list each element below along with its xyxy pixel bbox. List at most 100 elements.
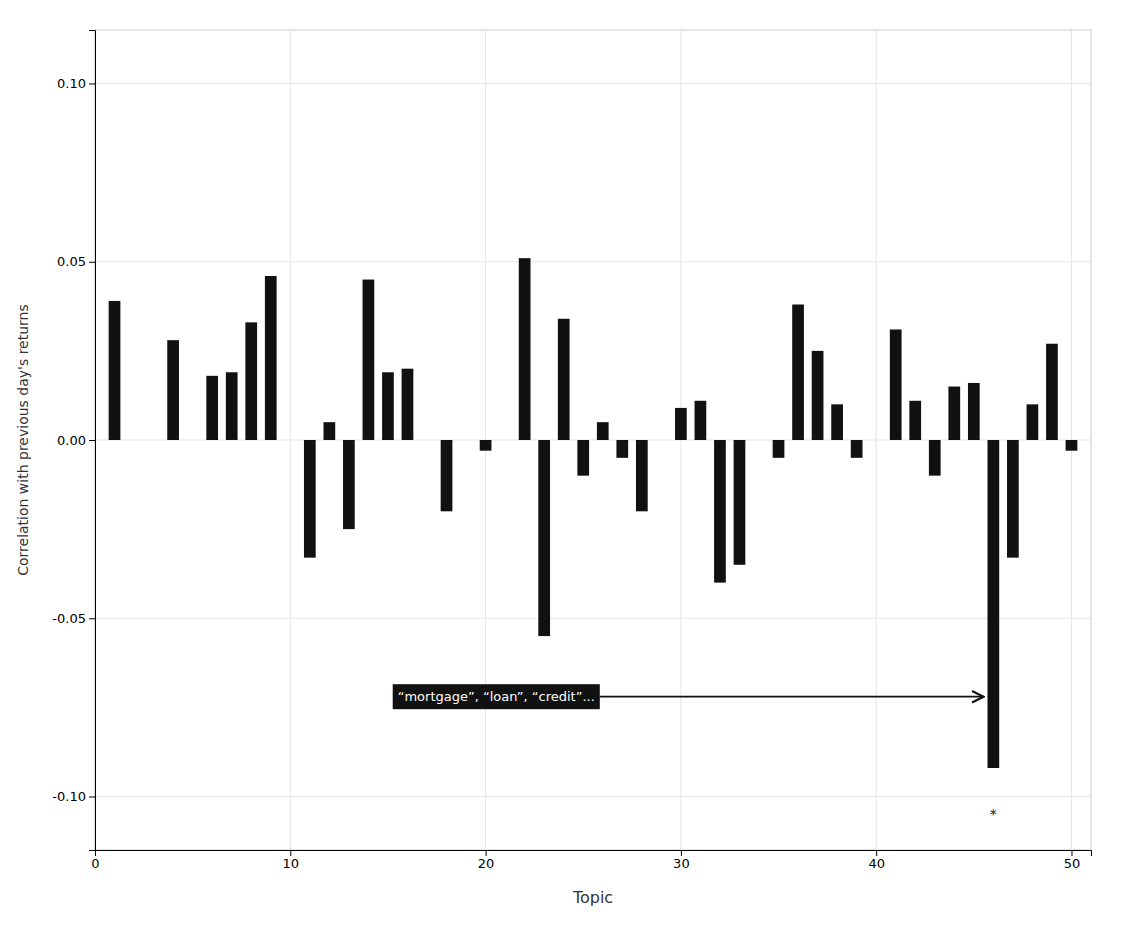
annotation-arrow — [600, 696, 984, 698]
bar — [421, 440, 433, 441]
tick-label: 50 — [1064, 856, 1081, 871]
grid-line — [95, 83, 1091, 84]
tick-label: 0.05 — [57, 254, 86, 269]
bar — [304, 440, 316, 558]
tick-label: 20 — [478, 856, 495, 871]
bar — [343, 440, 355, 529]
bar — [148, 440, 160, 441]
tick-label: 30 — [673, 856, 690, 871]
y-axis-title: Correlation with previous day's returns — [15, 304, 31, 576]
tick: 0 — [91, 850, 99, 871]
plot-frame — [95, 30, 1091, 850]
bar — [968, 383, 980, 440]
bar — [890, 329, 902, 440]
y-axis: -0.10 -0.05 0.00 0.05 0.10 — [52, 31, 95, 851]
bar — [109, 301, 121, 440]
annotations: “mortgage”, “loan”, “credit”... * — [393, 684, 997, 822]
grid-line — [95, 440, 1091, 441]
bar — [265, 276, 277, 440]
tick: 50 — [1064, 850, 1081, 871]
tick-label: 0 — [91, 856, 99, 871]
tick-mark — [681, 850, 682, 856]
bar — [675, 408, 687, 440]
tick: 30 — [673, 850, 690, 871]
tick-mark — [290, 850, 291, 856]
x-axis: 0 10 20 30 40 50 — [91, 850, 1091, 871]
tick-mark — [89, 83, 95, 84]
tick-label: 0.00 — [57, 433, 86, 448]
bar — [831, 404, 843, 440]
bar — [284, 440, 296, 441]
bar — [480, 440, 492, 451]
tick: 20 — [478, 850, 495, 871]
tick-mark — [876, 850, 877, 856]
bar — [636, 440, 648, 511]
bar — [167, 340, 179, 440]
tick: -0.05 — [52, 611, 95, 626]
bar — [812, 351, 824, 440]
bar — [616, 440, 628, 458]
bar — [245, 322, 257, 440]
grid-line — [95, 618, 1091, 619]
tick-label: 40 — [868, 856, 885, 871]
tick-mark — [89, 440, 95, 441]
tick: 0.10 — [57, 76, 95, 91]
bar — [1046, 344, 1058, 440]
bar — [929, 440, 941, 476]
tick: 10 — [283, 850, 300, 871]
axis-line — [96, 851, 1092, 857]
bar — [792, 305, 804, 440]
annotation-text: “mortgage”, “loan”, “credit”... — [398, 689, 595, 704]
grid-line — [95, 796, 1091, 797]
bar — [714, 440, 726, 583]
bar — [323, 422, 335, 440]
bar — [695, 401, 707, 440]
tick: 0.00 — [57, 433, 95, 448]
tick-mark — [486, 850, 487, 856]
bar — [460, 440, 472, 441]
bar — [655, 440, 667, 441]
bar — [773, 440, 785, 458]
plot: 0 10 20 30 40 50 -0.10 -0.05 0.00 0.05 0.10 “mortga… — [52, 30, 1091, 871]
bar — [577, 440, 589, 476]
bar — [870, 440, 882, 441]
bar — [441, 440, 453, 511]
bar — [734, 440, 746, 565]
bar — [128, 440, 140, 441]
bar — [1066, 440, 1078, 451]
tick-label: -0.10 — [52, 789, 86, 804]
bar — [226, 372, 238, 440]
grid-line — [95, 261, 1091, 262]
bar — [1007, 440, 1019, 558]
tick-label: 0.10 — [57, 76, 86, 91]
bar — [519, 258, 531, 440]
tick-mark — [89, 262, 95, 263]
bar — [948, 387, 960, 440]
bar — [851, 440, 863, 458]
bar — [1027, 404, 1039, 440]
annotation-box — [393, 684, 600, 709]
bar — [402, 369, 414, 440]
bars — [109, 258, 1078, 768]
tick-label: 10 — [283, 856, 300, 871]
bar — [382, 372, 394, 440]
bar — [558, 319, 570, 440]
annotation: “mortgage”, “loan”, “credit”... — [393, 684, 984, 709]
annotation-text: * — [990, 806, 997, 822]
tick-label: -0.05 — [52, 611, 86, 626]
bar — [597, 422, 609, 440]
x-axis-title: Topic — [572, 888, 613, 907]
bar — [499, 440, 511, 441]
bar — [753, 440, 765, 441]
tick-mark — [89, 618, 95, 619]
bar — [538, 440, 550, 636]
grid — [95, 30, 1091, 850]
bar — [987, 440, 999, 768]
tick: 40 — [868, 850, 885, 871]
chart: 0 10 20 30 40 50 -0.10 -0.05 0.00 0.05 0.10 “mortga… — [0, 0, 1121, 925]
tick: 0.05 — [57, 254, 95, 269]
bar — [206, 376, 218, 440]
tick-mark — [1071, 850, 1072, 856]
tick: -0.10 — [52, 789, 95, 804]
tick-mark — [89, 797, 95, 798]
